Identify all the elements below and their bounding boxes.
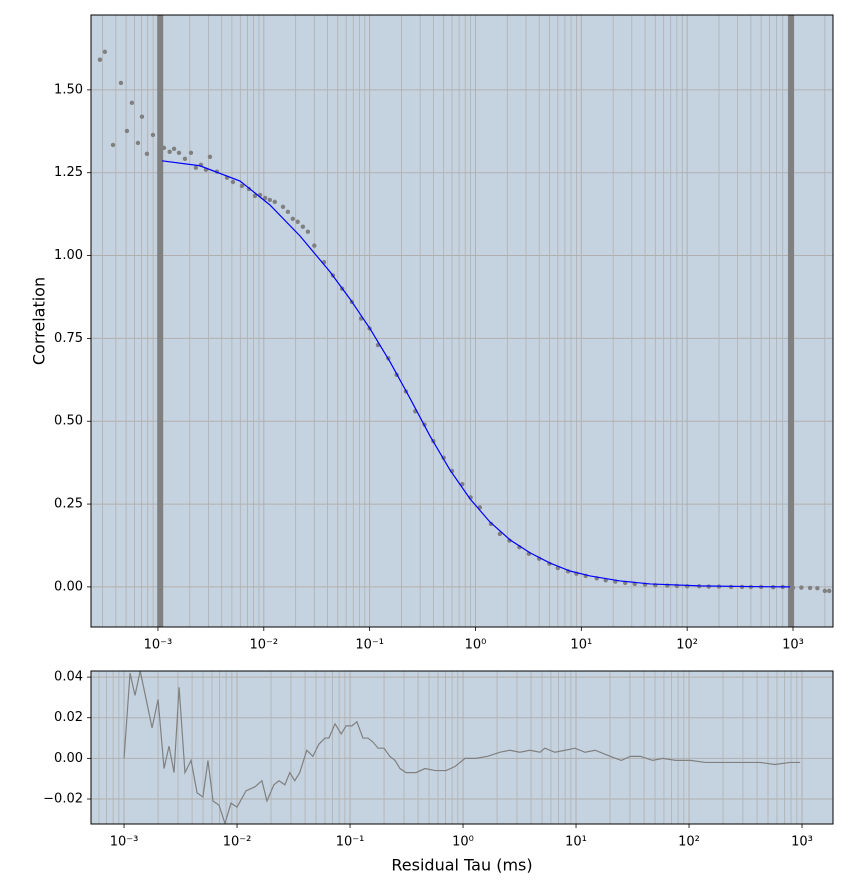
data-point [129, 100, 135, 106]
x-tick-label: 10⁻¹ [336, 835, 365, 850]
y-tick-label: 1.50 [54, 82, 83, 97]
data-point [239, 183, 245, 189]
y-tick-label: 0.00 [54, 751, 83, 766]
y-tick-label: 0.50 [54, 414, 83, 429]
data-point [488, 521, 494, 527]
data-point [507, 538, 512, 543]
data-point [827, 588, 832, 594]
data-point [822, 588, 828, 594]
y-tick-label: 0.25 [54, 497, 83, 512]
y-tick-label: 1.00 [54, 248, 83, 263]
x-axis-label: Residual Tau (ms) [391, 856, 532, 875]
data-point [799, 585, 804, 590]
x-tick-label: 10⁻¹ [355, 638, 384, 653]
y-axis-label: Correlation [30, 277, 49, 365]
data-point [161, 145, 167, 151]
data-point [262, 195, 268, 201]
data-point [312, 243, 317, 248]
data-point [118, 80, 124, 86]
x-tick-label: 10² [676, 638, 698, 653]
x-tick-label: 10² [678, 835, 700, 850]
data-point [207, 154, 213, 160]
data-point [135, 140, 141, 146]
y-tick-label: 0.02 [54, 710, 83, 725]
data-point [290, 216, 296, 221]
x-tick-label: 10³ [791, 835, 813, 850]
data-point [139, 114, 145, 119]
x-tick-label: 10⁻² [249, 638, 278, 653]
y-tick-label: −0.02 [43, 792, 83, 807]
data-point [230, 179, 236, 185]
plot-background [91, 15, 833, 627]
data-point [110, 142, 116, 148]
data-point [102, 49, 108, 54]
plot-area [91, 15, 833, 627]
x-tick-label: 10⁰ [452, 835, 474, 850]
x-tick-label: 10³ [782, 638, 804, 653]
data-point [267, 197, 273, 203]
x-tick-label: 10¹ [570, 638, 592, 653]
plot-area [91, 671, 833, 824]
data-point [815, 586, 820, 591]
data-point [188, 150, 194, 156]
x-tick-label: 10⁻² [223, 835, 252, 850]
x-tick-label: 10¹ [565, 835, 587, 850]
data-point [295, 219, 300, 224]
data-point [280, 204, 286, 210]
x-tick-label: 10⁻³ [110, 835, 139, 850]
x-tick-label: 10⁰ [465, 638, 487, 653]
data-point [176, 150, 182, 156]
data-point [150, 132, 156, 138]
x-tick-label: 10⁻³ [144, 638, 173, 653]
data-point [684, 584, 690, 589]
plot-background [91, 671, 833, 824]
data-point [807, 585, 813, 591]
data-point [144, 151, 150, 157]
plot-frame [90, 14, 834, 628]
data-point [193, 165, 199, 170]
data-line [123, 671, 801, 824]
data-point [124, 128, 130, 134]
plot-frame [90, 670, 834, 825]
data-point [171, 146, 177, 152]
data-point [167, 149, 172, 155]
data-point [252, 193, 258, 199]
data-point [305, 229, 311, 234]
y-tick-label: 0.75 [54, 331, 83, 346]
y-tick-label: 0.00 [54, 579, 83, 594]
y-tick-label: 1.25 [54, 165, 83, 180]
data-point [300, 224, 306, 229]
y-tick-label: 0.04 [54, 670, 83, 685]
data-point [97, 57, 103, 62]
data-point [285, 209, 291, 215]
data-line [161, 160, 791, 588]
data-point [790, 585, 796, 591]
data-point [182, 156, 188, 162]
data-point [497, 531, 503, 537]
data-point [272, 199, 277, 205]
